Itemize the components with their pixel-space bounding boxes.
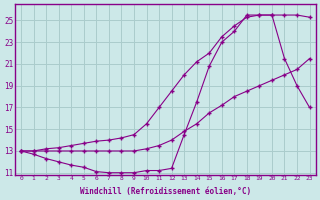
X-axis label: Windchill (Refroidissement éolien,°C): Windchill (Refroidissement éolien,°C) <box>80 187 251 196</box>
